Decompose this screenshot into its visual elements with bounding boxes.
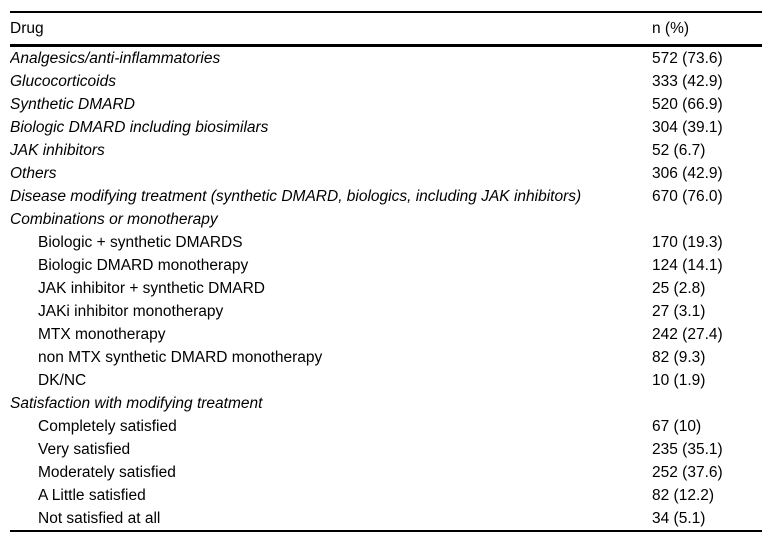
drug-cell: Biologic DMARD monotherapy xyxy=(38,256,249,274)
table-row: Biologic + synthetic DMARDS 170 (19.3) xyxy=(10,231,762,254)
n-percent-cell: 252 (37.6) xyxy=(652,463,723,481)
table-row: Biologic DMARD including biosimilars 304 … xyxy=(10,116,762,139)
drug-cell: MTX monotherapy xyxy=(38,325,166,343)
n-percent-cell: 572 (73.6) xyxy=(652,49,723,67)
n-percent-cell: 235 (35.1) xyxy=(652,440,723,458)
drug-cell: Synthetic DMARD xyxy=(10,95,135,113)
drug-cell: Combinations or monotherapy xyxy=(10,210,218,228)
drug-cell: Moderately satisfied xyxy=(38,463,176,481)
n-percent-cell: 242 (27.4) xyxy=(652,325,723,343)
drug-cell: Satisfaction with modifying treatment xyxy=(10,394,263,412)
table-row: Completely satisfied 67 (10) xyxy=(10,415,762,438)
table-row: Glucocorticoids 333 (42.9) xyxy=(10,70,762,93)
column-header-drug: Drug xyxy=(10,12,652,47)
table-row: Combinations or monotherapy xyxy=(10,208,762,231)
table-row: DK/NC 10 (1.9) xyxy=(10,369,762,392)
n-percent-cell: 124 (14.1) xyxy=(652,256,723,274)
drug-cell: DK/NC xyxy=(38,371,87,389)
table-row: JAK inhibitors 52 (6.7) xyxy=(10,139,762,162)
table-row: Synthetic DMARD 520 (66.9) xyxy=(10,93,762,116)
n-percent-cell: 520 (66.9) xyxy=(652,95,723,113)
n-percent-cell: 304 (39.1) xyxy=(652,118,723,136)
drug-cell: JAKi inhibitor monotherapy xyxy=(38,302,224,320)
drug-cell: Analgesics/anti-inflammatories xyxy=(10,49,221,67)
n-percent-cell: 306 (42.9) xyxy=(652,164,723,182)
table-row: Moderately satisfied 252 (37.6) xyxy=(10,461,762,484)
table-row: JAK inhibitor + synthetic DMARD 25 (2.8) xyxy=(10,277,762,300)
n-percent-cell: 52 (6.7) xyxy=(652,141,706,159)
n-percent-cell: 82 (12.2) xyxy=(652,486,715,504)
table-row: Satisfaction with modifying treatment xyxy=(10,392,762,415)
drug-cell: Biologic DMARD including biosimilars xyxy=(10,118,269,136)
table-row: Biologic DMARD monotherapy 124 (14.1) xyxy=(10,254,762,277)
table-row: JAKi inhibitor monotherapy 27 (3.1) xyxy=(10,300,762,323)
table-row: Others 306 (42.9) xyxy=(10,162,762,185)
drug-cell: Glucocorticoids xyxy=(10,72,116,90)
n-percent-cell: 170 (19.3) xyxy=(652,233,723,251)
drug-cell: JAK inhibitors xyxy=(10,141,105,159)
table-row: Very satisfied 235 (35.1) xyxy=(10,438,762,461)
table-row: Not satisfied at all 34 (5.1) xyxy=(10,507,762,531)
n-percent-cell: 25 (2.8) xyxy=(652,279,706,297)
table-row: MTX monotherapy 242 (27.4) xyxy=(10,323,762,346)
drug-cell: Biologic + synthetic DMARDS xyxy=(38,233,243,251)
drug-cell: Completely satisfied xyxy=(38,417,177,435)
n-percent-cell: 82 (9.3) xyxy=(652,348,706,366)
column-header-n-percent: n (%) xyxy=(652,12,762,47)
drug-cell: Very satisfied xyxy=(38,440,131,458)
drug-cell: Not satisfied at all xyxy=(38,509,161,527)
n-percent-cell: 27 (3.1) xyxy=(652,302,706,320)
table-row: non MTX synthetic DMARD monotherapy 82 (9… xyxy=(10,346,762,369)
table-header: Drug n (%) xyxy=(10,12,762,47)
table-row: A Little satisfied 82 (12.2) xyxy=(10,484,762,507)
header-row: Drug n (%) xyxy=(10,12,762,47)
n-percent-cell: 67 (10) xyxy=(652,417,702,435)
n-percent-cell: 34 (5.1) xyxy=(652,509,706,527)
table-row: Disease modifying treatment (synthetic D… xyxy=(10,185,762,208)
drug-cell: non MTX synthetic DMARD monotherapy xyxy=(38,348,323,366)
drug-cell: JAK inhibitor + synthetic DMARD xyxy=(38,279,265,297)
drug-cell: A Little satisfied xyxy=(38,486,146,504)
table-body: Analgesics/anti-inflammatories 572 (73.6)… xyxy=(10,46,762,532)
n-percent-cell xyxy=(652,208,762,231)
drug-cell: Disease modifying treatment (synthetic D… xyxy=(10,187,582,205)
n-percent-cell: 10 (1.9) xyxy=(652,371,706,389)
drug-frequency-table: Drug n (%) Analgesics/anti-inflammatorie… xyxy=(10,11,762,532)
table-row: Analgesics/anti-inflammatories 572 (73.6) xyxy=(10,46,762,71)
drug-cell: Others xyxy=(10,164,57,182)
n-percent-cell: 333 (42.9) xyxy=(652,72,723,90)
n-percent-cell: 670 (76.0) xyxy=(652,187,723,205)
n-percent-cell xyxy=(652,392,762,415)
drug-frequency-table-container: Drug n (%) Analgesics/anti-inflammatorie… xyxy=(10,11,762,532)
